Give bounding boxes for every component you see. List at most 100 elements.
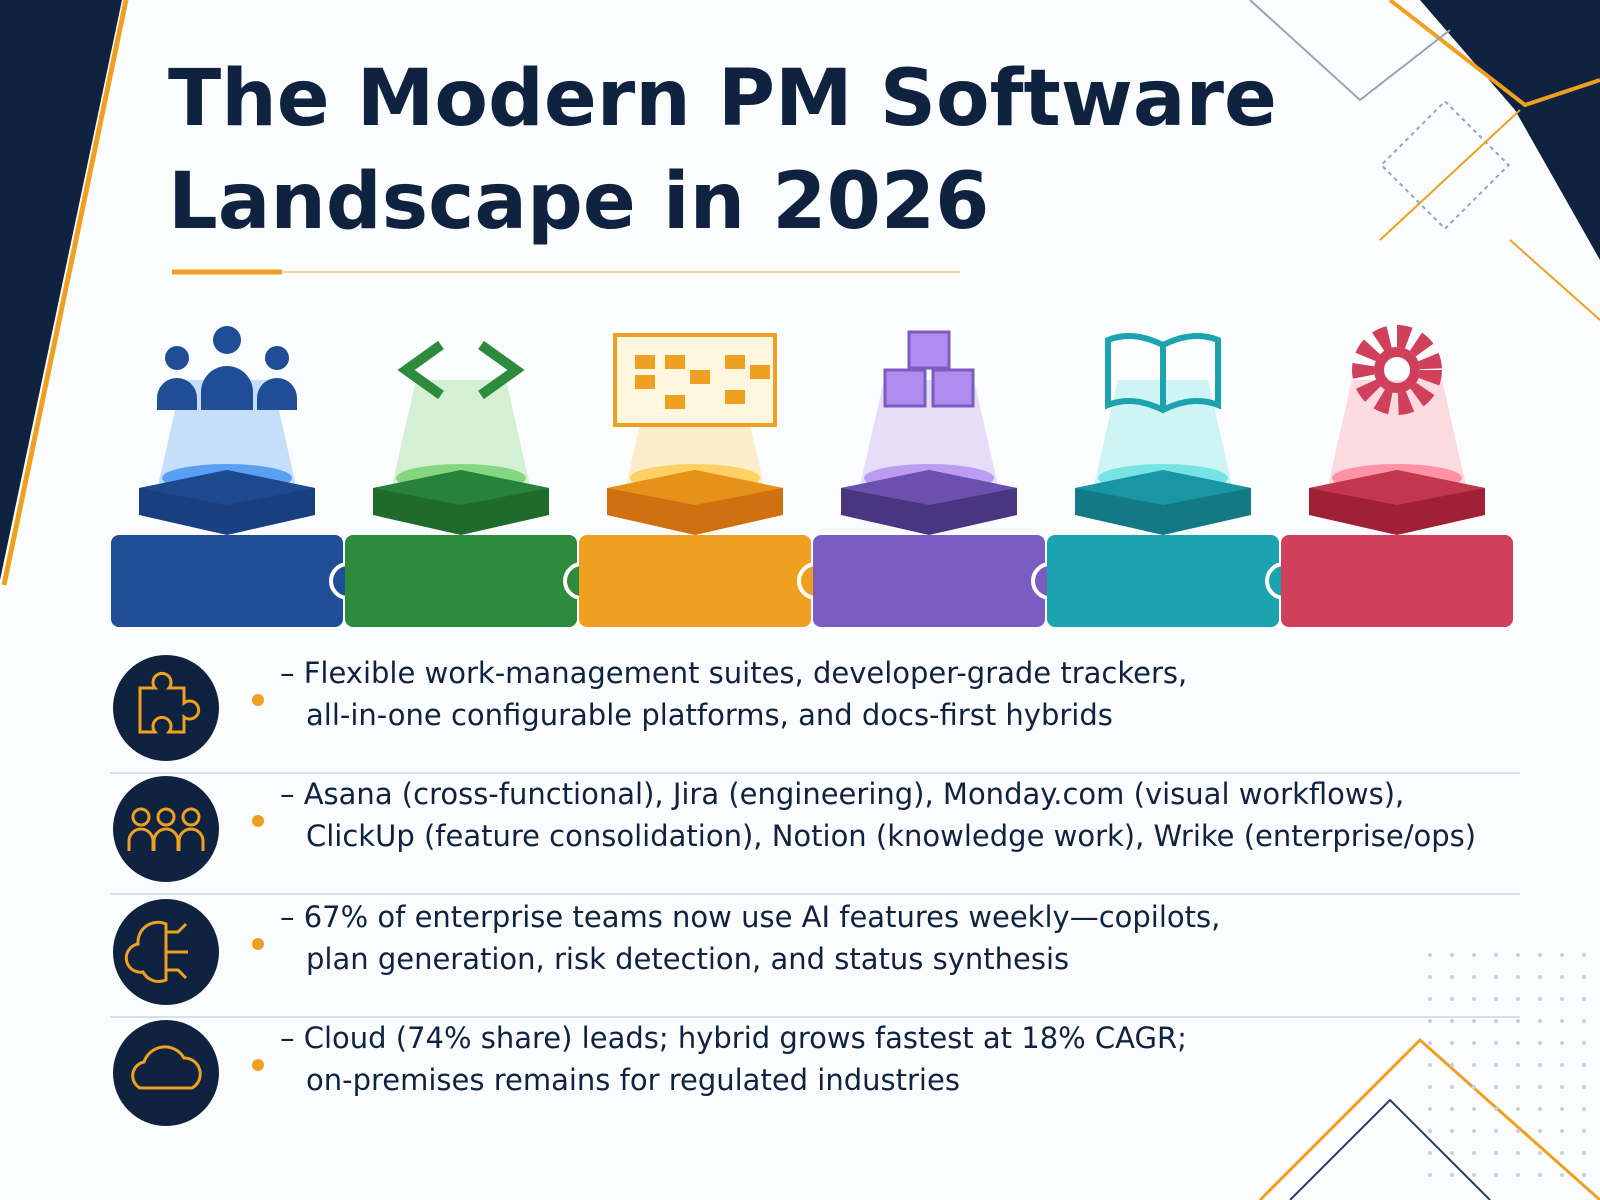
dot [1494, 953, 1498, 957]
dot [1428, 1129, 1432, 1133]
corner-accent [1258, 1037, 1600, 1200]
dot [1428, 1041, 1432, 1045]
bullet [252, 694, 264, 706]
dot [1538, 953, 1542, 957]
dot [1450, 1151, 1454, 1155]
corner-line [1379, 99, 1511, 231]
icon-part [665, 395, 685, 409]
dot [1450, 1019, 1454, 1023]
dot [1516, 1063, 1520, 1067]
pedestal-top [607, 470, 783, 505]
corner-accent [1509, 239, 1600, 321]
dot [1538, 1173, 1542, 1177]
icon-part [1105, 333, 1221, 414]
dot-grid [1428, 953, 1586, 1177]
dot [1428, 1019, 1432, 1023]
dot [1582, 1063, 1586, 1067]
dot [1582, 997, 1586, 1001]
icon-part [201, 366, 253, 410]
dot [1560, 1107, 1564, 1111]
icon-part [1374, 347, 1420, 393]
icon-part [725, 390, 745, 404]
dot [1450, 1063, 1454, 1067]
dot [1560, 1041, 1564, 1045]
corner-shape [1420, 0, 1600, 260]
piece-icon [1105, 333, 1221, 414]
row-text: – Flexible work-management suites, devel… [280, 656, 1187, 690]
corner-line [1289, 1098, 1491, 1200]
dot [1428, 1063, 1432, 1067]
puzzle-piece [111, 326, 367, 627]
dot [1450, 1129, 1454, 1133]
rows: – Flexible work-management suites, devel… [110, 655, 1520, 1126]
row-icon [124, 920, 188, 983]
dot [1494, 1129, 1498, 1133]
dot [1516, 1085, 1520, 1089]
row-text: – Asana (cross-functional), Jira (engine… [280, 777, 1404, 811]
dot [1516, 1173, 1520, 1177]
piece-icon [883, 330, 975, 408]
row-text: all-in-one configurable platforms, and d… [306, 698, 1113, 732]
dot [1494, 1173, 1498, 1177]
icon-part [931, 368, 975, 408]
dot [1494, 1107, 1498, 1111]
dot [1494, 1041, 1498, 1045]
icon-part [131, 1045, 202, 1090]
feature-row: – Flexible work-management suites, devel… [110, 655, 1520, 774]
pedestal-top [139, 470, 315, 505]
puzzle-piece [1047, 333, 1303, 627]
dot [1582, 1085, 1586, 1089]
dot [1560, 1129, 1564, 1133]
dot [1472, 1129, 1476, 1133]
dot [1560, 1173, 1564, 1177]
bullet [252, 815, 264, 827]
dot [1560, 953, 1564, 957]
dot [1582, 1041, 1586, 1045]
dot [1516, 1107, 1520, 1111]
dot [1560, 975, 1564, 979]
dot [1472, 1151, 1476, 1155]
pedestal-top [841, 470, 1017, 505]
piece-body [111, 535, 343, 627]
feature-row: – Cloud (74% share) leads; hybrid grows … [113, 1020, 1187, 1126]
dot [1516, 1019, 1520, 1023]
dot [1472, 975, 1476, 979]
dot [1428, 1173, 1432, 1177]
light-beam [1093, 380, 1233, 490]
icon-part [635, 355, 655, 369]
pedestal-top [373, 470, 549, 505]
dot [1494, 1085, 1498, 1089]
icon-part [166, 922, 188, 980]
dot [1428, 1107, 1432, 1111]
row-icon [138, 671, 201, 734]
row-text: plan generation, risk detection, and sta… [306, 942, 1069, 976]
dot [1472, 1173, 1476, 1177]
dot [1494, 1151, 1498, 1155]
dot [1538, 1085, 1542, 1089]
icon-part [635, 375, 655, 389]
dot [1450, 1107, 1454, 1111]
dot [1538, 1129, 1542, 1133]
title-line: Landscape in 2026 [168, 157, 989, 247]
light-beam [391, 380, 531, 490]
dot [1538, 1151, 1542, 1155]
icon-part [665, 355, 685, 369]
row-icon-circle [113, 1020, 219, 1126]
icon-part [725, 355, 745, 369]
icon-part [690, 370, 710, 384]
icon-part [750, 365, 770, 379]
pedestal-top [1075, 470, 1251, 505]
dot [1450, 975, 1454, 979]
corner-line [1249, 0, 1451, 102]
row-text: on-premises remains for regulated indust… [306, 1063, 960, 1097]
piece-body [579, 535, 811, 627]
row-text: ClickUp (feature consolidation), Notion … [306, 819, 1476, 853]
dot [1538, 1041, 1542, 1045]
icon-part [138, 671, 201, 734]
icon-part [165, 346, 189, 370]
icon-part [127, 827, 155, 851]
corner-accent [1, 0, 129, 586]
piece-icon [1352, 325, 1442, 415]
row-icon [127, 807, 205, 851]
